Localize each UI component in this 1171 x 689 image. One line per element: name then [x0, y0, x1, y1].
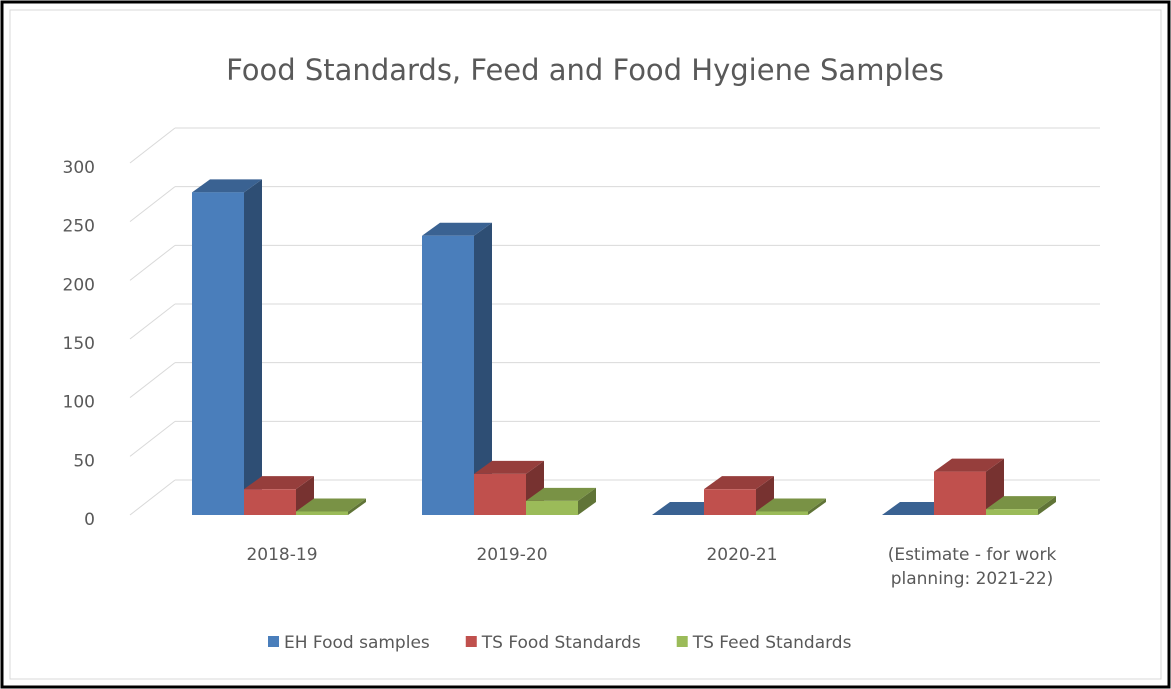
y-tick-label: 100	[63, 393, 95, 413]
legend-label: TS Food Standards	[481, 633, 641, 653]
legend-swatch	[465, 636, 477, 647]
grid-line	[129, 127, 176, 164]
bar-side	[348, 498, 366, 515]
chart-border	[9, 9, 1162, 680]
bar-side	[578, 487, 596, 515]
legend-swatch	[268, 636, 279, 647]
bar	[986, 509, 1038, 515]
x-tick-label: 2018-19	[246, 545, 318, 565]
bar-top	[934, 458, 1004, 472]
x-tick-label: (Estimate - for work planning: 2021-22)	[887, 545, 1057, 589]
bar	[526, 500, 578, 515]
grid-line	[129, 479, 176, 516]
y-tick-label: 300	[63, 158, 95, 178]
y-tick-label: 200	[63, 275, 95, 295]
bar	[244, 489, 296, 515]
bar-side	[244, 179, 262, 516]
grid-line	[129, 362, 176, 399]
bar	[422, 235, 474, 515]
legend-swatch	[676, 636, 688, 647]
bar-side	[296, 476, 314, 515]
bar-side	[756, 476, 774, 515]
y-tick-label: 150	[63, 334, 95, 354]
bar	[934, 471, 986, 515]
y-tick-label: 50	[73, 451, 95, 471]
y-tick-label: 250	[63, 217, 95, 237]
y-tick-label: 0	[84, 510, 95, 530]
bar	[756, 511, 808, 515]
grid-line	[129, 244, 176, 281]
grid-line	[129, 303, 176, 340]
bar-top	[192, 179, 262, 193]
bar-side	[808, 498, 826, 515]
bar-top	[526, 487, 596, 501]
bar	[704, 489, 756, 515]
bar	[296, 511, 348, 515]
bar-top	[422, 222, 492, 236]
bar-top	[704, 476, 774, 490]
bar-side	[1038, 496, 1056, 515]
bar	[192, 192, 244, 516]
x-tick-label: 2019-20	[476, 545, 548, 565]
bar-side	[474, 222, 492, 515]
bar-top	[986, 496, 1056, 510]
bar	[474, 473, 526, 515]
bar-top	[296, 498, 366, 512]
bar-top	[756, 498, 826, 512]
legend-label: EH Food samples	[284, 633, 430, 653]
bar-top	[474, 460, 544, 474]
grid-line	[129, 186, 176, 223]
legend-label: TS Feed Standards	[692, 633, 852, 653]
chart-title: Food Standards, Feed and Food Hygiene Sa…	[226, 53, 944, 87]
x-tick-label: 2020-21	[706, 545, 778, 565]
grid-line	[129, 420, 176, 457]
bar-top	[244, 476, 314, 490]
